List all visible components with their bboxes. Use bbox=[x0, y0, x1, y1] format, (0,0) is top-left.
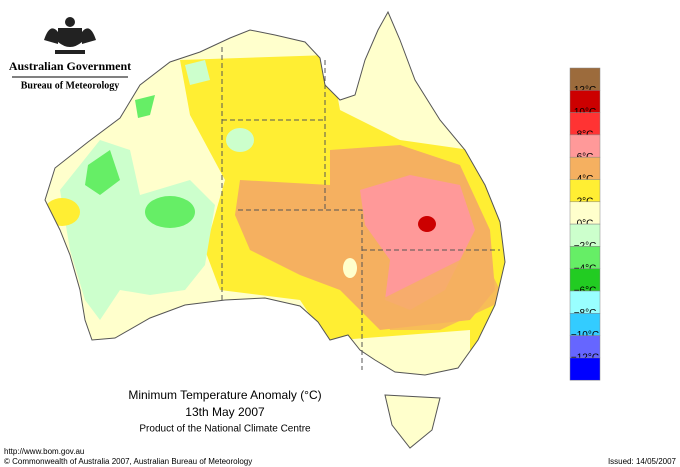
legend-swatch bbox=[569, 357, 601, 381]
agency: Australian Government bbox=[9, 59, 131, 73]
map bbox=[44, 11, 506, 449]
map-date: 13th May 2007 bbox=[185, 405, 265, 419]
coat-of-arms bbox=[44, 17, 96, 54]
map-title: Minimum Temperature Anomaly (°C) bbox=[128, 388, 321, 402]
legend: 12°C10°C8°C6°C4°C2°C0°C−2°C−4°C−6°C−8°C−… bbox=[569, 67, 601, 381]
copyright: © Commonwealth of Australia 2007, Austra… bbox=[4, 457, 252, 466]
bureau: Bureau of Meteorology bbox=[21, 80, 120, 91]
issued: Issued: 14/05/2007 bbox=[608, 457, 677, 466]
url: http://www.bom.gov.au bbox=[4, 447, 84, 456]
map-product: Product of the National Climate Centre bbox=[139, 424, 311, 435]
